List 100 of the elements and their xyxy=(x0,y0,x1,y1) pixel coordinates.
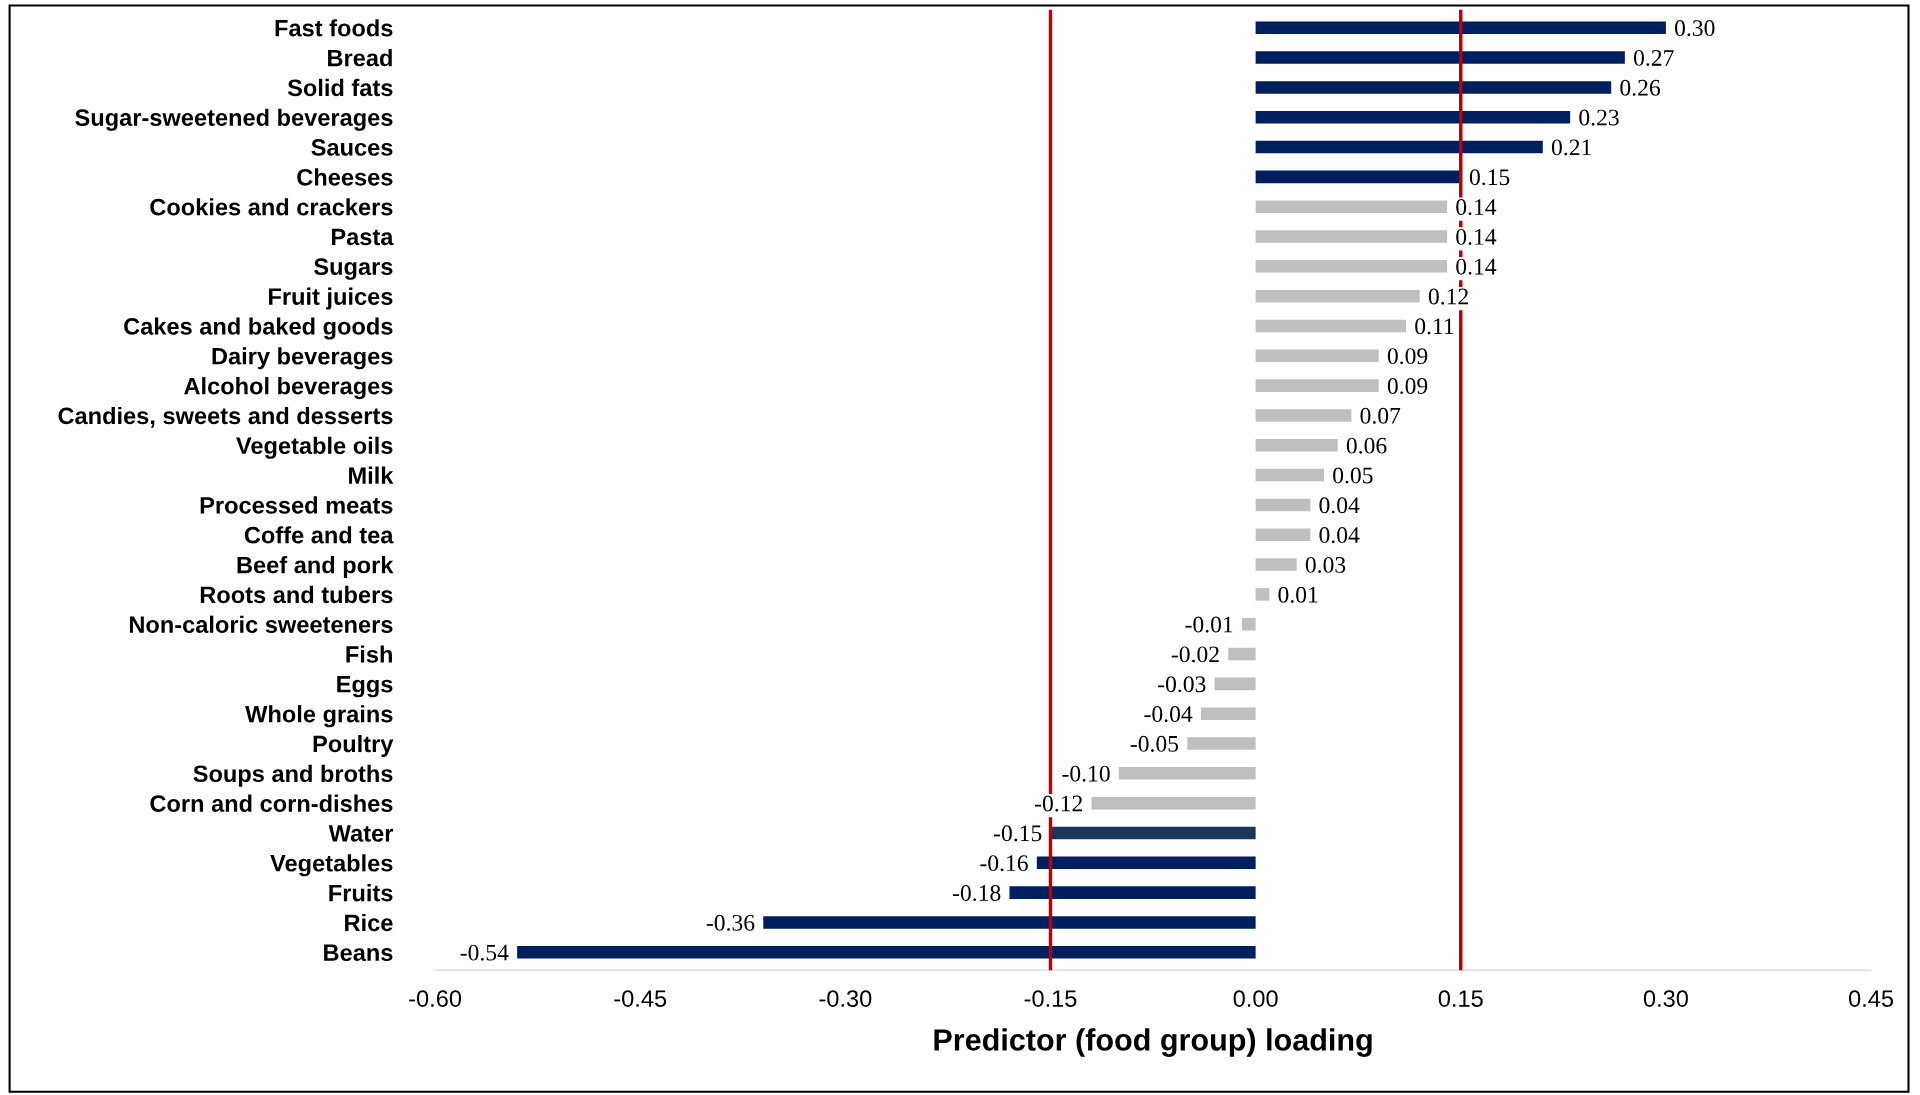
bar xyxy=(1255,289,1420,303)
bar xyxy=(1009,886,1256,899)
data-label: -0.54 xyxy=(460,944,509,961)
y-tick-label: Sauces xyxy=(311,139,393,156)
bar xyxy=(1255,528,1311,542)
bar xyxy=(1255,558,1297,571)
data-label: -0.02 xyxy=(1171,646,1219,663)
bar xyxy=(1255,409,1352,422)
x-tick-label: -0.60 xyxy=(409,990,462,1007)
bar xyxy=(1255,110,1571,124)
y-tick-label: Vegetable oils xyxy=(236,436,393,459)
data-label: 0.14 xyxy=(1456,199,1497,216)
data-label: 0.04 xyxy=(1319,497,1360,514)
bar xyxy=(1255,319,1407,333)
bar xyxy=(1255,21,1666,35)
data-label: 0.21 xyxy=(1551,139,1591,156)
y-tick-label: Processed meats xyxy=(200,496,393,514)
x-tick-label: 0.30 xyxy=(1643,990,1688,1007)
y-tick-label: Fish xyxy=(346,645,392,663)
bar xyxy=(1255,140,1543,154)
bar xyxy=(1118,767,1256,780)
data-label: -0.15 xyxy=(993,825,1042,842)
bar xyxy=(1255,200,1448,213)
data-label: -0.36 xyxy=(706,914,755,931)
data-label: 0.11 xyxy=(1415,318,1454,335)
y-tick-label: Solid fats xyxy=(287,78,393,97)
data-label: -0.18 xyxy=(952,884,1001,902)
bar xyxy=(1200,707,1256,720)
y-tick-label: Water xyxy=(328,825,394,842)
bar xyxy=(1255,588,1270,601)
data-label: 0.09 xyxy=(1387,377,1428,395)
data-label: 0.06 xyxy=(1346,437,1387,454)
bar xyxy=(1241,617,1256,631)
data-label: 0.26 xyxy=(1620,79,1661,96)
y-tick-label: Soups and broths xyxy=(193,764,393,787)
x-tick-label: -0.15 xyxy=(1024,990,1077,1007)
bar xyxy=(1255,51,1625,64)
y-tick-label: Alcohol beverages xyxy=(184,377,393,400)
data-label: 0.03 xyxy=(1305,556,1346,573)
data-label: 0.05 xyxy=(1333,467,1373,484)
y-tick-label: Fruit juices xyxy=(269,287,393,310)
bar xyxy=(1255,81,1612,94)
data-label: -0.04 xyxy=(1144,706,1193,723)
data-label: 0.23 xyxy=(1579,109,1619,126)
data-label: 0.15 xyxy=(1469,169,1510,186)
bar xyxy=(1187,737,1256,750)
y-tick-label: Pasta xyxy=(331,228,394,246)
bar xyxy=(763,916,1256,929)
bar xyxy=(1255,349,1379,363)
y-tick-label: Sugars xyxy=(314,258,393,280)
y-tick-label: Vegetables xyxy=(270,854,393,877)
y-tick-label: Whole grains xyxy=(245,705,393,728)
bar xyxy=(517,946,1256,959)
bar xyxy=(1255,170,1461,184)
y-tick-label: Fast foods xyxy=(275,19,393,37)
data-label: -0.01 xyxy=(1185,616,1233,633)
y-tick-label: Cookies and crackers xyxy=(150,198,393,216)
data-label: 0.01 xyxy=(1278,586,1318,603)
x-tick-label: -0.45 xyxy=(614,990,667,1007)
data-label: -0.12 xyxy=(1035,795,1083,812)
y-tick-label: Beans xyxy=(324,944,393,962)
data-label: 0.09 xyxy=(1387,348,1428,365)
data-label: -0.10 xyxy=(1062,765,1110,782)
y-tick-label: Milk xyxy=(349,466,394,484)
y-tick-label: Dairy beverages xyxy=(212,347,393,370)
data-label: 0.14 xyxy=(1456,228,1497,245)
y-tick-label: Beef and pork xyxy=(237,556,394,579)
y-tick-label: Fruits xyxy=(329,884,393,902)
y-tick-label: Cakes and baked goods xyxy=(124,317,393,340)
data-label: 0.14 xyxy=(1456,258,1497,275)
bar xyxy=(1228,647,1256,661)
y-tick-label: Poultry xyxy=(313,734,394,757)
bar xyxy=(1091,796,1256,810)
x-tick-label: 0.45 xyxy=(1848,990,1894,1007)
bar xyxy=(1036,856,1256,870)
y-tick-label: Sugar-sweetened beverages xyxy=(75,108,393,131)
bar xyxy=(1255,498,1311,512)
y-tick-label: Non-caloric sweeteners xyxy=(129,615,393,634)
bar xyxy=(1255,260,1448,273)
data-label: -0.16 xyxy=(980,855,1028,872)
bar xyxy=(1214,677,1256,691)
y-tick-label: Corn and corn-dishes xyxy=(150,794,393,812)
y-tick-label: Coffe and tea xyxy=(244,526,394,544)
x-tick-label: -0.30 xyxy=(819,990,872,1007)
bar xyxy=(1255,439,1338,452)
y-tick-label: Cheeses xyxy=(297,168,393,186)
data-label: 0.27 xyxy=(1633,49,1674,66)
data-label: 0.12 xyxy=(1428,288,1468,305)
y-tick-label: Candies, sweets and desserts xyxy=(58,406,393,428)
x-tick-label: 0.00 xyxy=(1233,990,1278,1007)
x-axis-title: Predictor (food group) loading xyxy=(934,1028,1372,1057)
bar xyxy=(1050,826,1256,840)
bar xyxy=(1255,468,1324,482)
bar xyxy=(1255,230,1448,243)
data-label: -0.05 xyxy=(1130,735,1179,752)
y-tick-label: Rice xyxy=(345,913,393,932)
data-label: 0.04 xyxy=(1319,527,1360,544)
y-tick-label: Roots and tubers xyxy=(200,585,393,604)
bar xyxy=(1255,379,1379,392)
data-label: -0.03 xyxy=(1158,676,1206,693)
